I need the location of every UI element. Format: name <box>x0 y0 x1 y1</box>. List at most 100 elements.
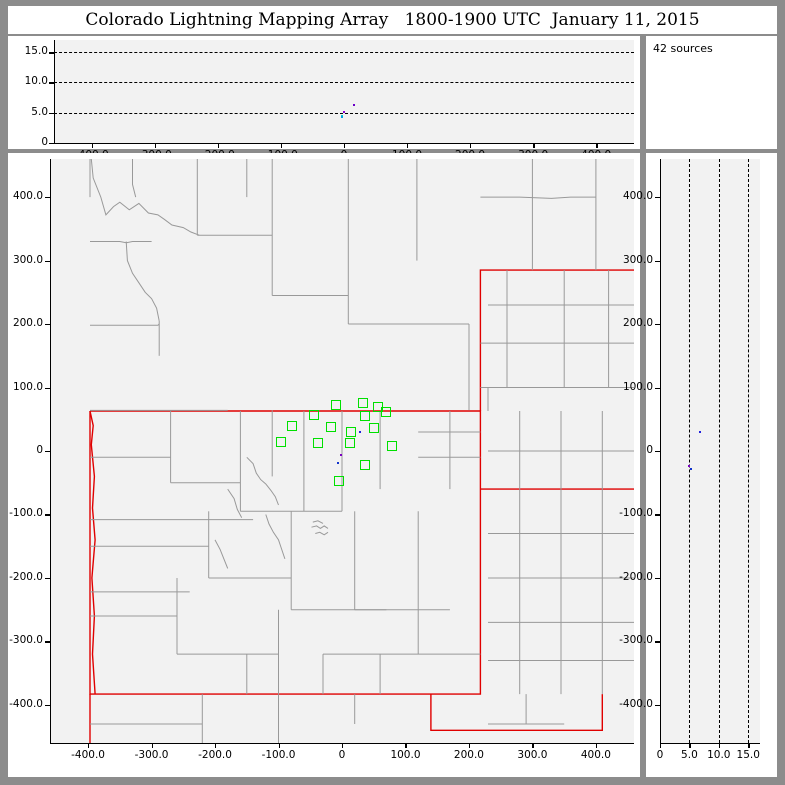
y-tick-label: -400.0 <box>9 697 43 710</box>
state-border-wyoming-nebraska <box>479 269 634 411</box>
data-point <box>340 114 343 117</box>
x-tick-label: 300.0 <box>517 749 548 761</box>
map-panel: -400.0 -300.0 -200.0 -100.0 0 100.0 200.0 300.0… <box>8 153 640 777</box>
figure-title-bar: Colorado Lightning Mapping Array 1800-19… <box>8 6 777 34</box>
y-tick <box>49 52 54 54</box>
y-tick <box>655 577 660 580</box>
county-border <box>125 241 160 322</box>
y-tick-label: 0 <box>36 444 43 456</box>
data-point <box>342 110 345 113</box>
x-tick <box>533 143 535 148</box>
x-tick <box>718 743 721 748</box>
y-tick <box>49 112 54 115</box>
y-tick <box>45 641 50 643</box>
height-lat-panel: -400.0 -300.0 -200.0 -100.0 0 100.0 200.0 300.0… <box>619 153 777 777</box>
x-tick <box>217 143 220 148</box>
county-border <box>315 531 329 536</box>
x-tick <box>280 143 283 148</box>
x-tick <box>342 743 344 748</box>
page-title: Colorado Lightning Mapping Array 1800-19… <box>85 10 700 30</box>
y-tick-label: -300.0 <box>9 634 43 647</box>
x-tick <box>88 743 90 748</box>
x-tick <box>595 743 598 748</box>
state-border-colorado <box>89 410 482 695</box>
gridline-y <box>54 82 634 84</box>
data-point <box>336 461 339 464</box>
data-point <box>698 430 701 433</box>
county-border <box>90 159 200 236</box>
gridline-y <box>54 112 634 114</box>
y-tick-label: 300.0 <box>622 253 653 266</box>
y-axis-line <box>54 40 56 143</box>
county-border <box>311 525 329 529</box>
x-tick <box>660 743 662 748</box>
data-point <box>340 454 343 457</box>
y-tick <box>655 197 660 199</box>
y-tick <box>655 451 660 453</box>
lightning-source-marker <box>312 437 323 448</box>
x-axis-line <box>660 743 760 745</box>
y-tick <box>45 514 50 516</box>
lightning-source-marker <box>360 411 371 422</box>
y-tick <box>45 387 50 389</box>
x-tick-label: 15.0 <box>736 749 760 761</box>
x-tick <box>154 143 157 148</box>
lightning-source-marker <box>368 422 379 433</box>
source-count-label: 42 sources <box>653 42 713 55</box>
x-tick-label: -300.0 <box>134 749 169 761</box>
time-height-panel: 05.010.015.0-400.0-300.0-200.0-100.00100… <box>8 36 640 161</box>
y-tick-label: 100.0 <box>12 380 43 393</box>
y-tick-label: -100.0 <box>9 507 43 520</box>
y-tick <box>49 143 54 145</box>
y-tick <box>655 704 660 707</box>
lightning-source-marker <box>276 437 287 448</box>
state-border-utah-colorado <box>89 410 96 695</box>
lightning-source-marker <box>309 410 320 421</box>
x-tick-label: 10.0 <box>707 749 731 761</box>
y-tick-label: 5.0 <box>31 105 48 118</box>
data-point <box>352 104 355 107</box>
y-tick-label: -200.0 <box>9 570 43 583</box>
y-tick-label: 100.0 <box>622 380 653 393</box>
x-tick-label: 0 <box>656 749 664 761</box>
lightning-source-marker <box>325 421 336 432</box>
y-tick <box>45 704 50 707</box>
state-border-oklahoma-panhandle <box>430 694 603 731</box>
x-tick-label: -200.0 <box>198 749 232 761</box>
lightning-source-marker <box>345 426 356 437</box>
x-tick <box>470 143 472 148</box>
lightning-source-marker <box>330 400 341 411</box>
sources-info-panel: 42 sources <box>646 36 777 149</box>
x-tick <box>468 743 471 748</box>
y-axis-line <box>50 159 52 743</box>
lightning-source-marker <box>357 398 368 409</box>
data-point <box>690 467 692 470</box>
y-tick <box>45 260 50 262</box>
y-tick-label: 0 <box>646 444 653 456</box>
x-tick <box>689 743 691 748</box>
x-tick <box>91 143 94 148</box>
map-plot-area <box>50 159 634 743</box>
y-tick-label: 400.0 <box>12 190 43 203</box>
x-tick <box>405 743 407 748</box>
x-tick <box>215 743 217 748</box>
y-tick <box>655 641 660 643</box>
x-tick-label: -400.0 <box>71 749 105 761</box>
y-tick-label: 200.0 <box>12 317 43 330</box>
y-tick <box>49 82 54 84</box>
county-border <box>214 539 229 569</box>
county-border <box>90 241 152 244</box>
y-tick-label: 15.0 <box>24 45 48 58</box>
data-point <box>358 430 361 433</box>
x-tick <box>532 743 534 748</box>
gridline-x <box>689 159 691 743</box>
y-tick-label: 200.0 <box>622 317 653 330</box>
county-border <box>227 488 243 518</box>
y-tick-label: -300.0 <box>619 634 653 647</box>
y-tick <box>655 387 660 389</box>
x-tick <box>278 743 280 748</box>
gridline-x <box>718 159 720 743</box>
time-height-plot-area <box>54 40 634 143</box>
x-tick <box>407 143 409 148</box>
y-tick <box>655 260 660 262</box>
